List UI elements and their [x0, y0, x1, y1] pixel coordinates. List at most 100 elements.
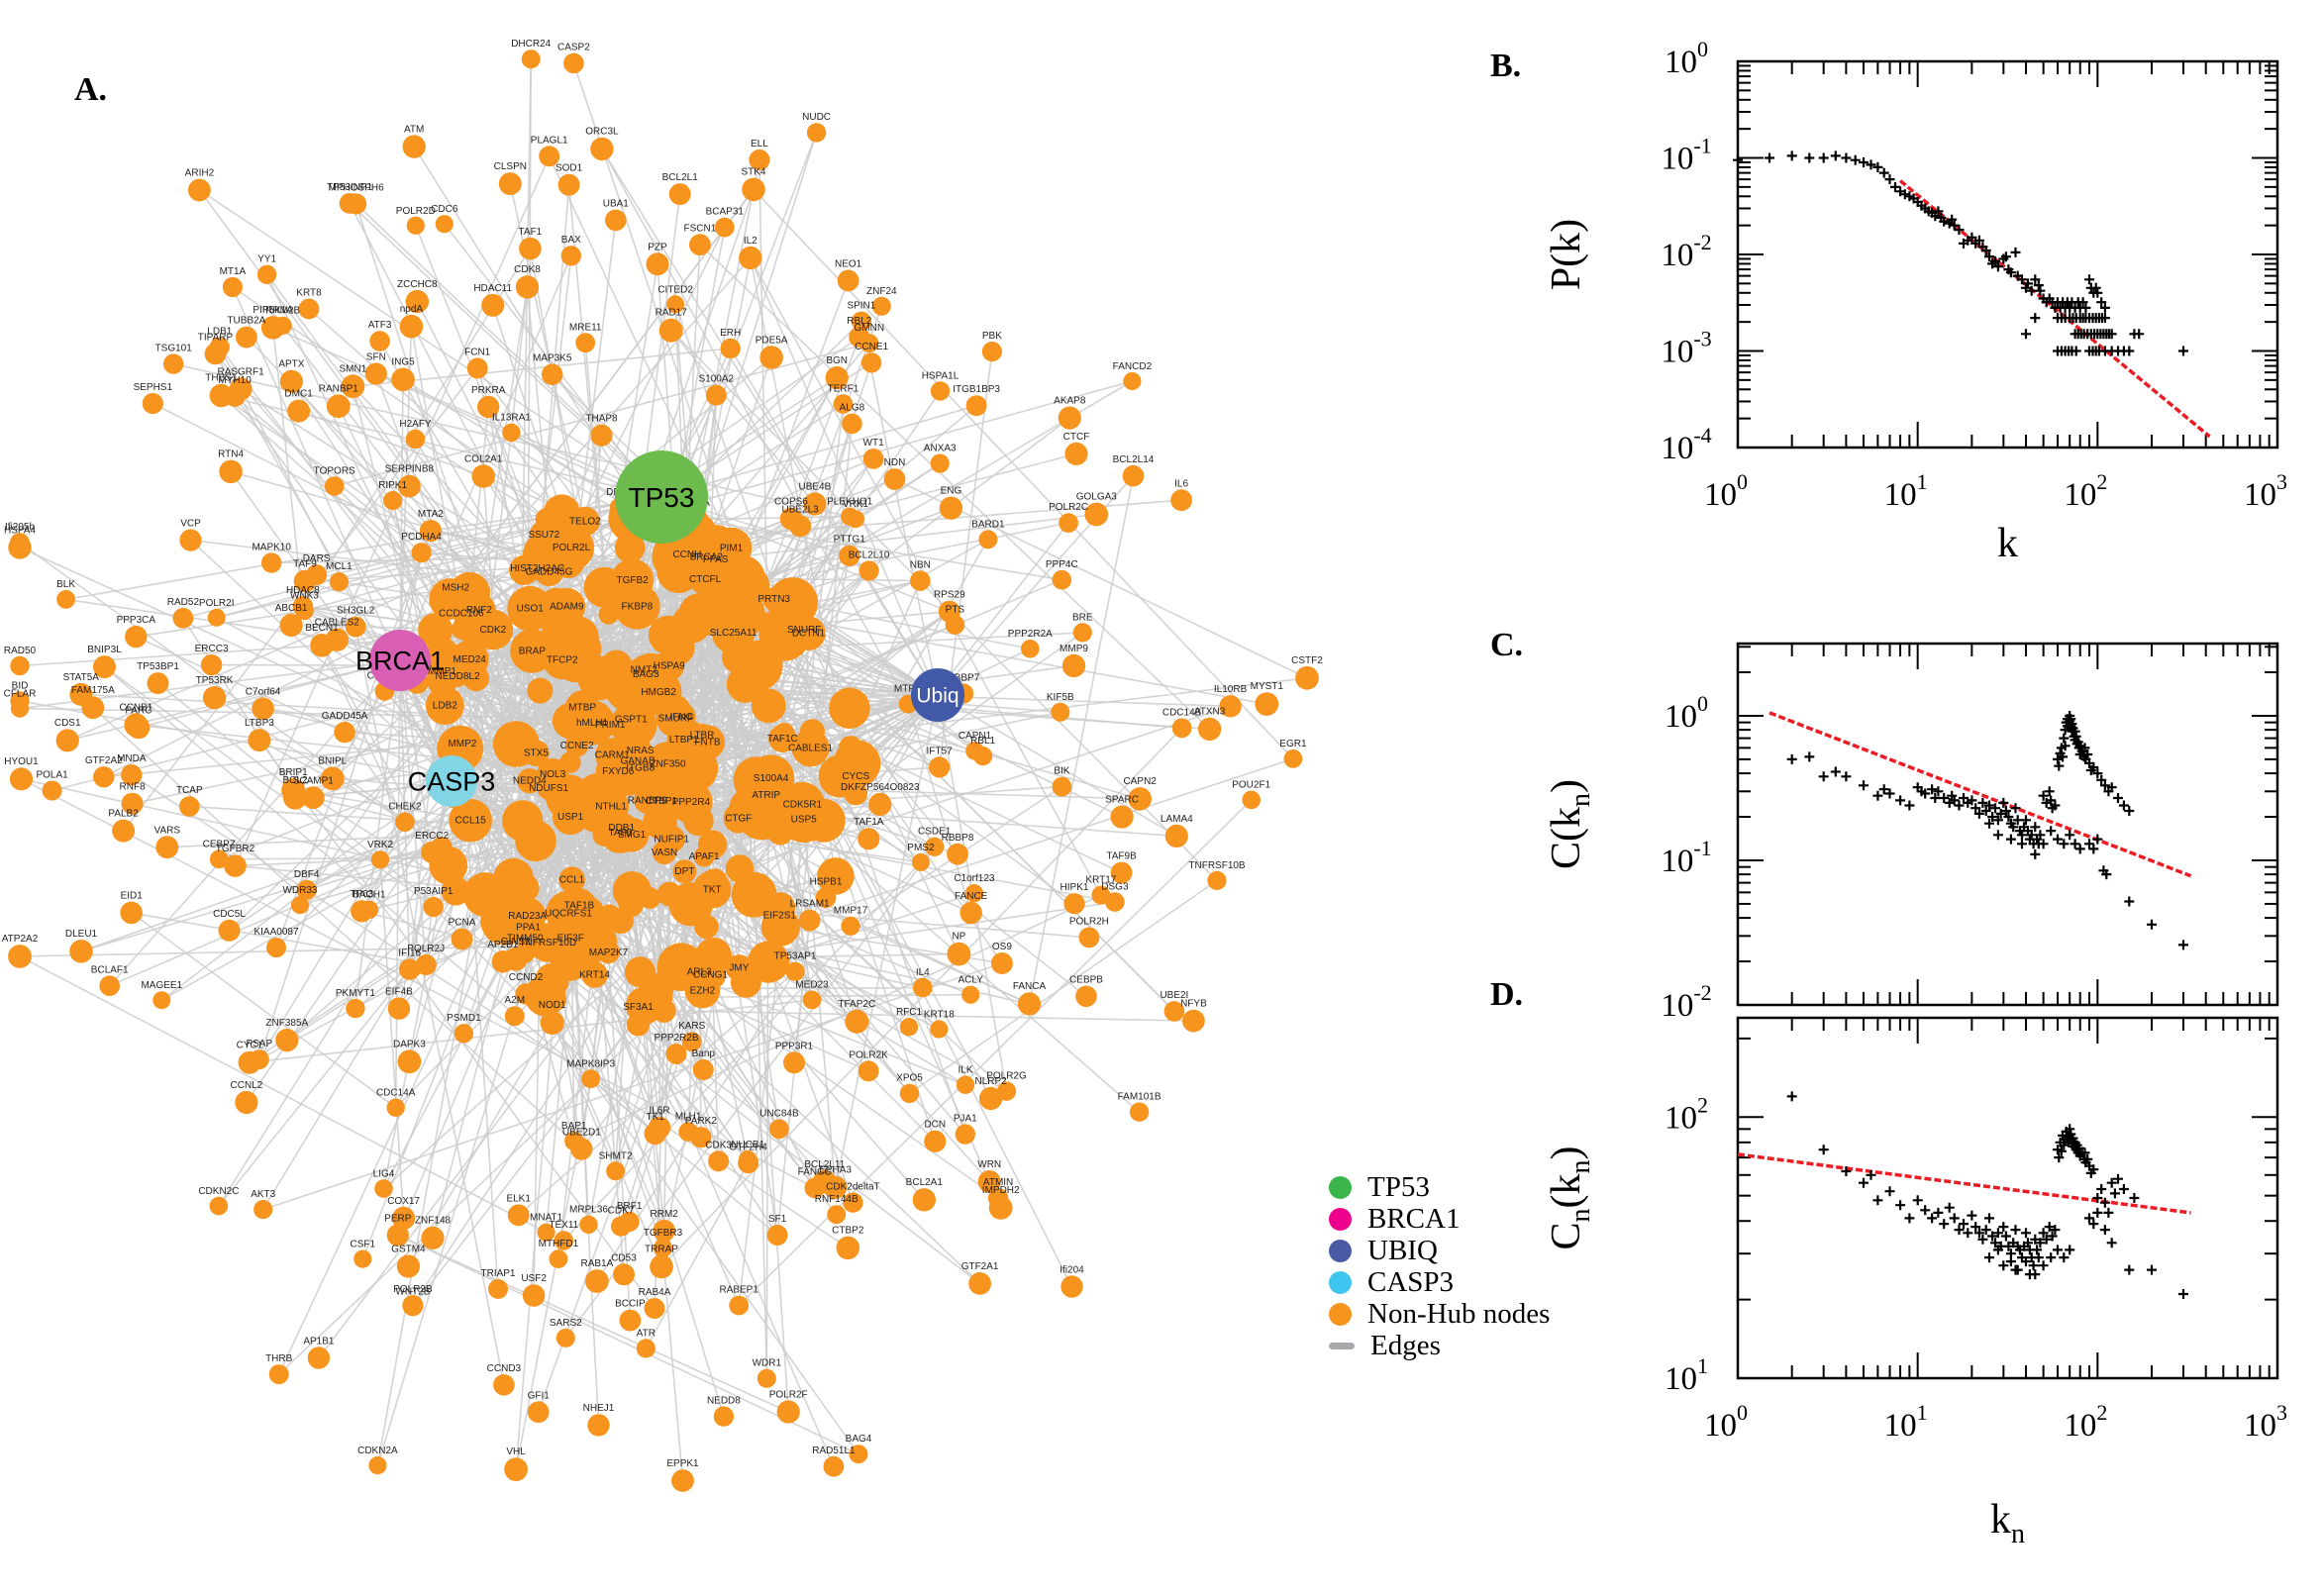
network-node — [147, 672, 169, 695]
network-node — [421, 1226, 445, 1249]
network-node-label: UBE2L3 — [781, 504, 819, 515]
network-node-label: STK4 — [741, 167, 765, 178]
network-node — [858, 1060, 879, 1082]
network-node-label: RTN4 — [218, 449, 244, 460]
network-node — [899, 1083, 920, 1104]
network-node-label: PLEKHO1 — [827, 497, 873, 508]
network-node — [978, 530, 998, 549]
network-node — [930, 453, 950, 473]
network-node-label: TIMM50 — [507, 933, 544, 944]
network-edge — [160, 889, 308, 1001]
hub-node-casp3 — [426, 755, 477, 807]
data-point — [2099, 1225, 2110, 1236]
network-node — [369, 331, 390, 351]
network-node-label: PDE5A — [756, 335, 788, 346]
data-point — [2030, 274, 2041, 285]
network-node-filler — [418, 613, 454, 648]
network-node — [759, 346, 783, 369]
data-point — [1830, 150, 1841, 161]
network-node-label: ATM — [404, 125, 424, 136]
network-node-label: WRN — [977, 1159, 1001, 1170]
network-node-label: IL10RB — [1214, 684, 1248, 695]
network-node-label: TIPARP — [198, 333, 234, 344]
network-edge — [730, 348, 939, 696]
data-point — [2070, 726, 2080, 737]
network-edge — [262, 890, 456, 1211]
data-point — [2129, 1193, 2140, 1203]
data-point — [2084, 274, 2094, 285]
network-node — [238, 1050, 261, 1074]
network-node — [1052, 569, 1072, 590]
data-point — [2082, 1153, 2093, 1164]
network-node-label: KRT18 — [924, 1009, 955, 1020]
legend-label: TP53 — [1367, 1170, 1430, 1203]
data-point — [2021, 329, 2031, 340]
data-point — [1818, 771, 1829, 782]
data-point — [2026, 830, 2037, 841]
data-point — [2028, 1260, 2039, 1271]
network-node — [1017, 992, 1042, 1016]
network-node-label: MMP2 — [448, 739, 476, 749]
network-node-label: PARC — [125, 706, 152, 717]
axis-frame — [1736, 1016, 2279, 1380]
network-node — [515, 275, 540, 299]
network-node — [301, 786, 325, 810]
network-node — [334, 721, 355, 744]
network-node-label: POLR2C — [1049, 502, 1088, 513]
network-node-label: BIK — [1054, 766, 1069, 777]
network-edge — [750, 257, 939, 696]
network-node-label: POLR2D — [396, 206, 436, 217]
network-node-label: TP53INP1 — [327, 182, 373, 193]
network-node — [454, 1024, 474, 1044]
network-node — [256, 264, 277, 284]
network-node — [839, 545, 860, 566]
data-point — [1967, 795, 1977, 806]
network-node-label: POLR2B — [393, 1284, 433, 1295]
network-node-label: BLK — [56, 579, 75, 590]
network-node — [925, 837, 945, 856]
network-edge — [535, 664, 576, 842]
network-node — [425, 686, 464, 726]
network-node-label: SEPHS1 — [134, 382, 173, 393]
network-node-label: LRSAM1 — [790, 899, 830, 910]
network-node — [236, 326, 257, 349]
network-node-label: NRAS — [627, 746, 655, 756]
network-edge — [564, 846, 936, 1339]
network-node-label: TAF6 — [608, 828, 632, 839]
network-node-label: PPP2R4 — [672, 797, 711, 808]
network-node-label: NLRP2 — [974, 1076, 1007, 1087]
network-node — [564, 1131, 584, 1150]
network-node-label: TCAP — [176, 785, 203, 796]
network-node — [370, 850, 390, 869]
network-node — [1242, 790, 1261, 810]
network-edge — [567, 913, 725, 1417]
network-node — [399, 314, 424, 339]
legend-item-nonhub: Non-Hub nodes — [1329, 1298, 1596, 1330]
network-node-label: ENG — [941, 486, 962, 497]
y-tick-label: 10-1 — [1661, 134, 1711, 177]
network-node-label: NUDC — [802, 112, 831, 123]
data-point — [1890, 181, 1900, 192]
network-node-label: CCND2 — [509, 972, 544, 983]
data-point — [1987, 1231, 1998, 1242]
network-node-label: VHL — [506, 1446, 526, 1457]
network-node-label: NMT2 — [631, 665, 658, 676]
data-point — [2033, 1252, 2044, 1263]
network-node-filler — [722, 642, 754, 674]
network-node — [860, 352, 882, 373]
data-point — [2092, 834, 2103, 845]
network-node — [120, 901, 143, 925]
network-node — [537, 1223, 556, 1242]
network-node-label: NHEJ1 — [583, 1403, 615, 1414]
network-node-label: BAG4 — [846, 1434, 872, 1445]
network-node-label: ERCC2 — [415, 831, 449, 842]
network-node — [947, 843, 968, 865]
network-node-filler — [695, 938, 733, 974]
network-edge — [249, 999, 813, 1063]
network-node-label: MYH10 — [218, 375, 252, 386]
network-edge — [135, 636, 453, 782]
network-node-label: TAF1C — [767, 734, 798, 745]
network-node — [563, 52, 584, 74]
data-point — [2003, 812, 2014, 822]
network-node — [606, 1161, 626, 1181]
